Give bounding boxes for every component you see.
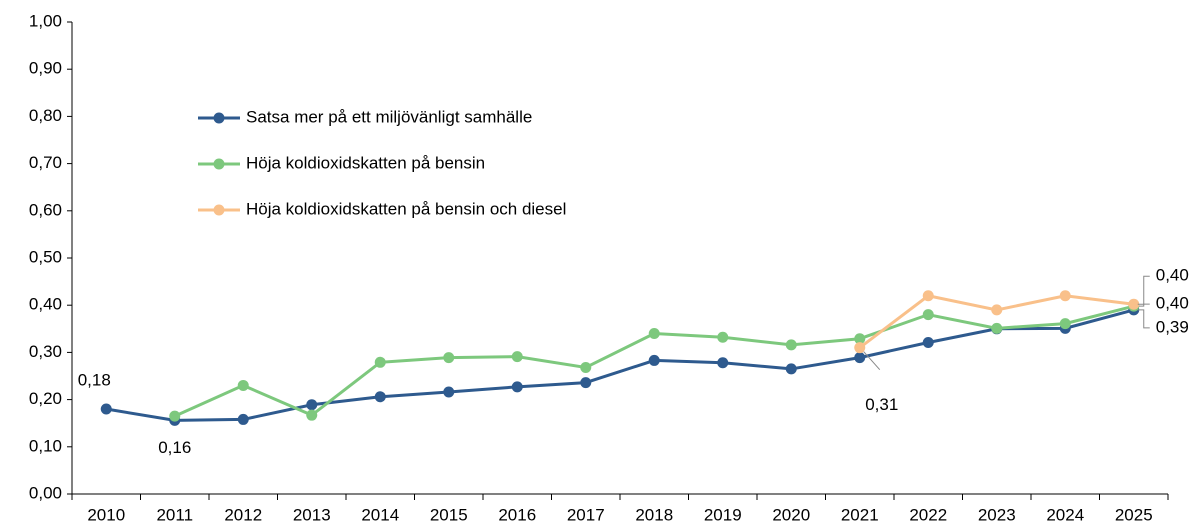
x-tick-label: 2016 [498, 505, 536, 524]
data-point [922, 309, 934, 321]
x-tick-label: 2015 [430, 505, 468, 524]
data-point [717, 357, 729, 369]
legend-label: Höja koldioxidskatten på bensin och dies… [246, 199, 566, 218]
x-tick-label: 2019 [704, 505, 742, 524]
data-point [1059, 290, 1071, 302]
y-tick-label: 0,40 [29, 295, 62, 314]
data-label: 0,39 [1156, 317, 1189, 336]
leader-line [1137, 275, 1150, 305]
y-tick-label: 0,80 [29, 106, 62, 125]
legend-marker [213, 204, 225, 216]
y-tick-label: 0,50 [29, 247, 62, 266]
data-point [1128, 298, 1140, 310]
y-tick-label: 0,00 [29, 483, 62, 502]
data-point [237, 413, 249, 425]
y-tick-label: 0,20 [29, 389, 62, 408]
data-point [511, 381, 523, 393]
data-point [1059, 318, 1071, 330]
data-point [580, 377, 592, 389]
data-point [717, 331, 729, 343]
data-point [991, 304, 1003, 316]
y-tick-label: 0,90 [29, 59, 62, 78]
data-label: 0,18 [78, 371, 111, 390]
data-point [648, 328, 660, 340]
y-tick-label: 0,10 [29, 436, 62, 455]
data-point [443, 386, 455, 398]
data-point [854, 352, 866, 364]
x-tick-label: 2024 [1046, 505, 1084, 524]
data-point [100, 403, 112, 415]
data-label: 0,40 [1156, 294, 1189, 313]
x-tick-label: 2017 [567, 505, 605, 524]
y-tick-label: 0,70 [29, 153, 62, 172]
y-tick-label: 0,30 [29, 342, 62, 361]
data-point [169, 410, 181, 422]
x-tick-label: 2010 [87, 505, 125, 524]
data-point [648, 354, 660, 366]
y-tick-label: 1,00 [29, 11, 62, 30]
data-point [511, 351, 523, 363]
x-tick-label: 2021 [841, 505, 879, 524]
legend-label: Höja koldioxidskatten på bensin [246, 153, 485, 172]
data-point [785, 339, 797, 351]
data-point [374, 356, 386, 368]
data-point [306, 399, 318, 411]
x-tick-label: 2025 [1115, 505, 1153, 524]
data-point [580, 362, 592, 374]
x-tick-label: 2014 [361, 505, 399, 524]
data-point [922, 336, 934, 348]
leader-line [863, 351, 881, 371]
data-label: 0,31 [865, 395, 898, 414]
data-label: 0,16 [158, 438, 191, 457]
data-point [854, 333, 866, 345]
data-point [785, 363, 797, 375]
legend-marker [213, 112, 225, 124]
legend-label: Satsa mer på ett miljövänligt samhälle [246, 107, 532, 126]
x-tick-label: 2012 [224, 505, 262, 524]
data-point [237, 379, 249, 391]
data-point [306, 409, 318, 421]
data-point [991, 322, 1003, 334]
data-point [854, 342, 866, 354]
x-tick-label: 2020 [772, 505, 810, 524]
leader-line [1137, 309, 1150, 329]
legend-marker [213, 158, 225, 170]
x-tick-label: 2022 [909, 505, 947, 524]
x-tick-label: 2018 [635, 505, 673, 524]
x-tick-label: 2011 [156, 505, 193, 524]
series-line [106, 308, 1135, 422]
x-tick-label: 2023 [978, 505, 1016, 524]
data-point [374, 391, 386, 403]
data-point [443, 352, 455, 364]
x-tick-label: 2013 [293, 505, 331, 524]
data-label: 0,40 [1156, 266, 1189, 285]
y-tick-label: 0,60 [29, 200, 62, 219]
data-point [922, 290, 934, 302]
leader-line [1137, 303, 1150, 307]
